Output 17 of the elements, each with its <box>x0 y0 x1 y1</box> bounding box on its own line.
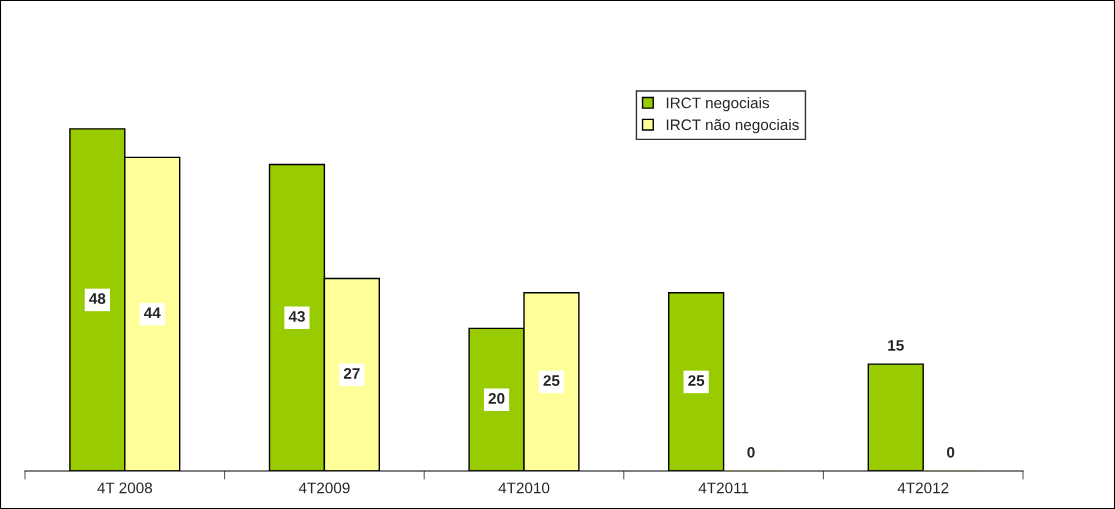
legend-label: IRCT negociais <box>666 97 770 112</box>
data-label: 0 <box>947 446 955 458</box>
x-tick-label: 4T2010 <box>498 482 550 494</box>
data-label: 0 <box>747 446 755 458</box>
data-label: 27 <box>343 368 360 379</box>
data-label: 43 <box>288 311 305 322</box>
x-tick-label: 4T 2008 <box>97 482 153 494</box>
data-label: 25 <box>688 375 705 386</box>
data-label: 44 <box>143 307 161 319</box>
data-label: 20 <box>488 393 505 404</box>
x-tick-label: 4T2009 <box>298 482 350 494</box>
data-label: 15 <box>888 340 904 351</box>
x-tick-label: 4T2012 <box>897 482 949 494</box>
legend-label: IRCT não negociais <box>666 118 799 134</box>
x-tick-label: 4T2011 <box>698 482 749 494</box>
data-label: 25 <box>543 375 560 386</box>
data-label: 48 <box>89 293 106 305</box>
